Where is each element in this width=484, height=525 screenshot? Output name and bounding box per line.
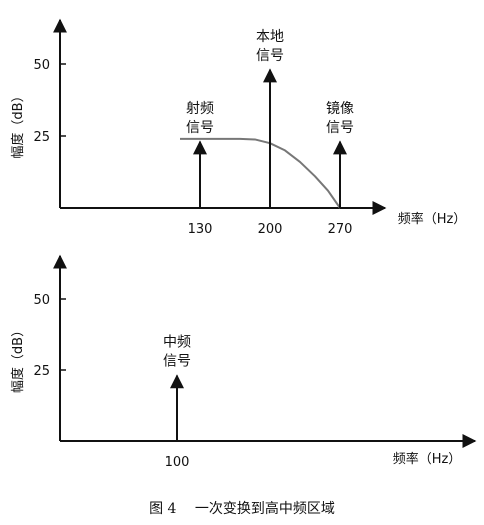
x-tick-label: 270 [328,222,353,237]
signal-label: 本地 [256,29,284,45]
x-axis-label: 频率（Hz） [393,451,462,467]
x-tick-label: 100 [165,455,190,470]
x-tick-label: 130 [188,222,213,237]
signal-label: 中频 [163,335,191,351]
y-tick-label: 50 [33,293,50,308]
signal-label: 信号 [326,120,354,136]
x-tick-label: 200 [258,222,283,237]
y-tick-label: 25 [33,130,50,145]
signal-label: 信号 [256,48,284,64]
y-axis-label: 幅度（dB） [10,89,26,158]
figure-caption: 图 4 一次变换到高中频区域 [149,500,335,517]
signal-label: 信号 [186,120,214,136]
signal-label: 镜像 [326,101,354,117]
y-tick-label: 50 [33,58,50,73]
y-axis-label: 幅度（dB） [10,324,26,393]
x-axis-label: 频率（Hz） [398,211,467,227]
signal-label: 射频 [186,101,214,117]
y-tick-label: 25 [33,364,50,379]
signal-label: 信号 [163,354,191,370]
filter-curve [180,137,341,209]
